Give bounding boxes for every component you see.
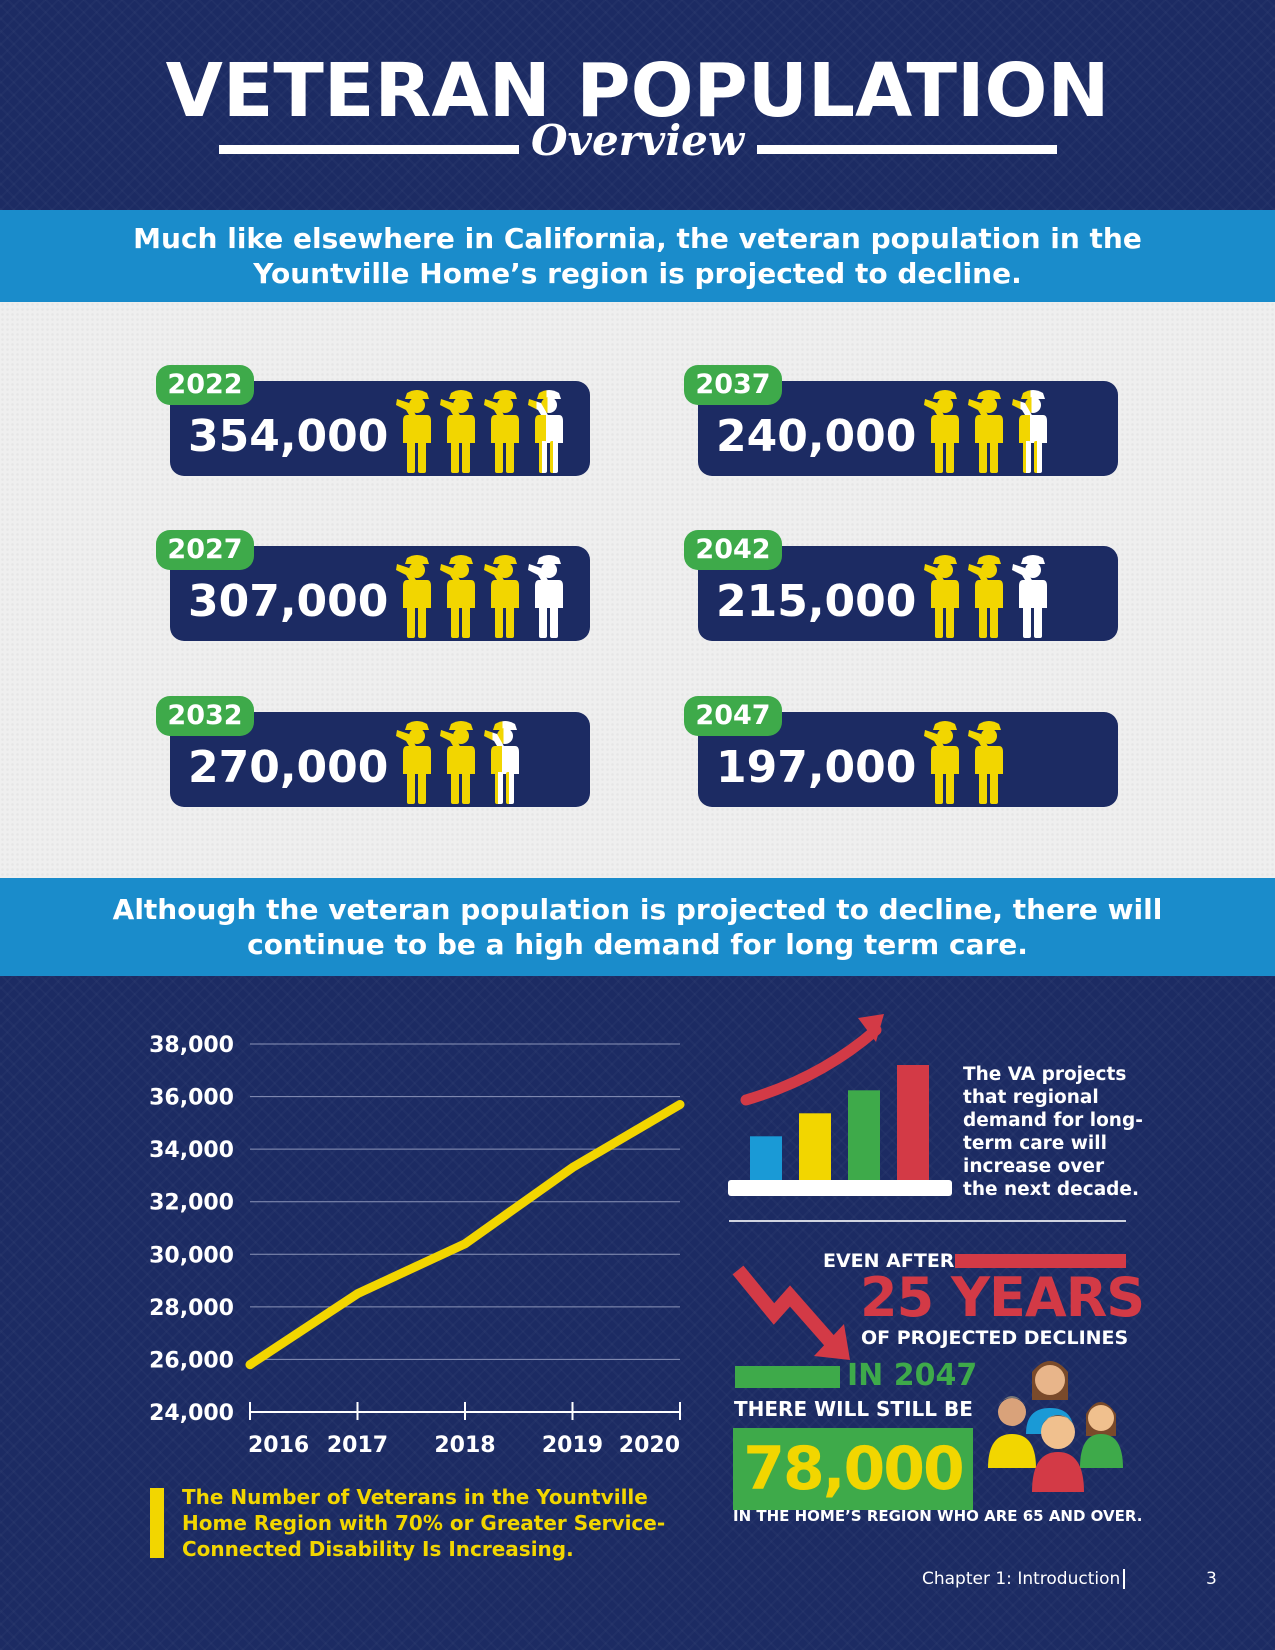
- growth-arrow: [740, 1024, 882, 1106]
- saluting-veteran-icon: [1012, 555, 1047, 638]
- saluting-veteran-icon: [440, 390, 475, 473]
- saluting-veteran-icon: [528, 555, 563, 638]
- footer-separator: [1123, 1569, 1125, 1589]
- y-tick-label: 26,000: [149, 1348, 234, 1373]
- x-tick-label: 2017: [327, 1433, 388, 1458]
- population-value: 270,000: [188, 742, 389, 793]
- decline-arrow-icon: [732, 1265, 850, 1360]
- veteran-figures: [395, 389, 567, 473]
- even-after-label: EVEN AFTER: [823, 1250, 955, 1272]
- saluting-veteran-icon: [968, 555, 1003, 638]
- title-rule-right: [757, 145, 1057, 154]
- veteran-figures: [395, 720, 523, 804]
- caption-accent-bar: [150, 1488, 164, 1558]
- page-title: VETERAN POPULATION: [165, 48, 1110, 134]
- growth-bar: [848, 1090, 880, 1180]
- decline-banner-text: Much like elsewhere in California, the v…: [133, 222, 1142, 290]
- projection-card: 354,000 2022: [156, 365, 590, 476]
- growth-bars-graphic: [728, 1014, 952, 1196]
- population-value: 215,000: [716, 576, 917, 627]
- y-tick-label: 36,000: [149, 1086, 234, 1111]
- saluting-veteran-icon: [924, 721, 959, 804]
- page-subtitle: Overview: [530, 116, 745, 165]
- growth-bar: [897, 1065, 929, 1180]
- red-accent-bar: [955, 1254, 1126, 1268]
- seniors-group-icon: [988, 1361, 1123, 1492]
- decline-banner: Much like elsewhere in California, the v…: [0, 210, 1275, 302]
- population-value: 240,000: [716, 411, 917, 462]
- x-tick-label: 2020: [619, 1433, 680, 1458]
- still-be-label: THERE WILL STILL BE: [734, 1397, 973, 1421]
- disability-line-chart: 24,000 26,000 28,000 30,000 32,000 34,000 36,0…: [149, 1033, 685, 1458]
- series-line: [245, 1099, 685, 1370]
- header: VETERAN POPULATION Overview: [0, 0, 1275, 210]
- growth-arrow-head: [858, 1014, 884, 1042]
- x-tick-label: 2016: [248, 1433, 309, 1458]
- title-rule-left: [219, 145, 519, 154]
- saluting-veteran-icon: [440, 555, 475, 638]
- big-number-value: 78,000: [743, 1434, 965, 1504]
- saluting-veteran-icon: [1012, 390, 1047, 473]
- projected-declines-label: OF PROJECTED DECLINES: [861, 1327, 1129, 1349]
- saluting-veteran-icon: [484, 390, 519, 473]
- year-tag: 2042: [684, 530, 782, 570]
- y-tick-label: 32,000: [149, 1191, 234, 1216]
- year-tag: 2027: [156, 530, 254, 570]
- saluting-veteran-icon: [396, 721, 431, 804]
- chart-caption: The Number of Veterans in the Yountville…: [182, 1485, 666, 1561]
- y-tick-label: 30,000: [149, 1243, 234, 1268]
- region-age-text: IN THE HOME’S REGION WHO ARE 65 AND OVER…: [733, 1507, 1143, 1525]
- saluting-veteran-icon: [484, 721, 519, 804]
- projection-card: 215,000 2042: [684, 530, 1118, 641]
- saluting-veteran-icon: [924, 555, 959, 638]
- demand-banner: Although the veteran population is proje…: [0, 878, 1275, 976]
- saluting-veteran-icon: [924, 390, 959, 473]
- projection-card: 307,000 2027: [156, 530, 590, 641]
- growth-bar-base: [728, 1180, 952, 1196]
- projection-card: 197,000 2047: [684, 696, 1118, 807]
- saluting-veteran-icon: [528, 390, 563, 473]
- projection-card: 240,000 2037: [684, 365, 1118, 476]
- y-tick-label: 34,000: [149, 1138, 234, 1163]
- saluting-veteran-icon: [968, 390, 1003, 473]
- saluting-veteran-icon: [396, 390, 431, 473]
- year-tag: 2047: [684, 696, 782, 736]
- veteran-figures: [923, 389, 1051, 473]
- population-value: 354,000: [188, 411, 389, 462]
- big-number-box: [733, 1428, 973, 1510]
- saluting-veteran-icon: [396, 555, 431, 638]
- years-label: 25 YEARS: [860, 1266, 1145, 1329]
- population-value: 197,000: [716, 742, 917, 793]
- x-tick-label: 2019: [542, 1433, 603, 1458]
- page-number: 3: [1206, 1569, 1217, 1589]
- year-tag: 2022: [156, 365, 254, 405]
- population-value: 307,000: [188, 576, 389, 627]
- panel-divider: [729, 1220, 1126, 1222]
- growth-bar: [750, 1136, 782, 1180]
- green-accent-bar: [735, 1366, 840, 1388]
- demand-banner-text: Although the veteran population is proje…: [112, 893, 1163, 961]
- veteran-figures: [923, 720, 1007, 804]
- y-tick-label: 38,000: [149, 1033, 234, 1058]
- year-tag: 2037: [684, 365, 782, 405]
- saluting-veteran-icon: [440, 721, 475, 804]
- in-2047-label: IN 2047: [847, 1358, 978, 1393]
- saluting-veteran-icon: [968, 721, 1003, 804]
- veteran-figures: [923, 554, 1051, 638]
- year-tag: 2032: [156, 696, 254, 736]
- footer-chapter: Chapter 1: Introduction: [922, 1569, 1121, 1589]
- x-tick-label: 2018: [434, 1433, 495, 1458]
- va-projection-text: The VA projects that regional demand for…: [963, 1064, 1143, 1200]
- growth-bar: [799, 1113, 831, 1180]
- y-tick-label: 28,000: [149, 1296, 234, 1321]
- y-tick-label: 24,000: [149, 1401, 234, 1426]
- demand-section: [0, 976, 1275, 1650]
- veteran-figures: [395, 554, 567, 638]
- projection-card: 270,000 2032: [156, 696, 590, 807]
- saluting-veteran-icon: [484, 555, 519, 638]
